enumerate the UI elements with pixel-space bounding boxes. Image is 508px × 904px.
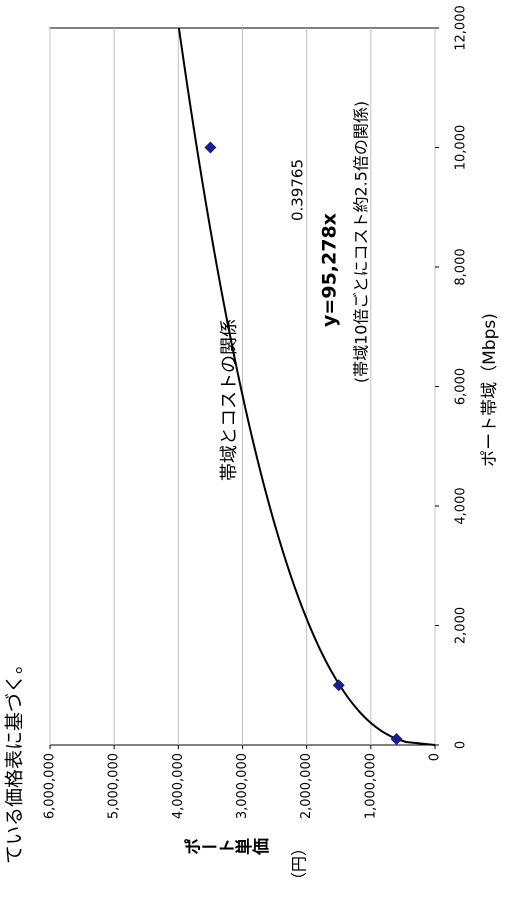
y-tick-label: 6,000,000	[43, 753, 58, 819]
x-tick-label: 6,000	[454, 368, 469, 405]
chart-title: 帯域とコストの関係	[219, 319, 240, 481]
y-tick-label: 2,000,000	[299, 753, 314, 819]
y-tick-label: 0	[428, 753, 443, 761]
equation: y=95,278x	[319, 213, 341, 327]
x-tick-label: 4,000	[454, 487, 469, 524]
footnote: ている価格表に基づく。	[4, 655, 26, 864]
x-tick-label: 0	[454, 741, 469, 749]
x-axis-title: ポート帯域（Mbps)	[480, 313, 500, 467]
y-tick-label: 3,000,000	[235, 753, 250, 819]
x-tick-label: 12,000	[454, 5, 469, 51]
data-point	[204, 141, 217, 154]
rotated-chart: 帯域とコストの関係 ポート帯域（Mbps) ポート単価 （円） y=95,278…	[4, 5, 501, 888]
trendline	[177, 27, 436, 746]
y-axis-title: ポート単価	[183, 838, 270, 860]
annotation: (帯域10倍ごとにコスト約2.5倍の関係)	[352, 101, 371, 383]
y-tick-label: 4,000,000	[171, 753, 186, 819]
x-tick-label: 2,000	[454, 607, 469, 644]
equation-exponent: 0.39765	[289, 159, 307, 221]
x-tick-label: 8,000	[454, 248, 469, 285]
y-tick-label: 5,000,000	[107, 753, 122, 819]
y-tick-label: 1,000,000	[363, 753, 378, 819]
data-point	[332, 679, 345, 692]
x-tick-label: 10,000	[454, 125, 469, 171]
y-axis-unit: （円）	[290, 840, 309, 888]
